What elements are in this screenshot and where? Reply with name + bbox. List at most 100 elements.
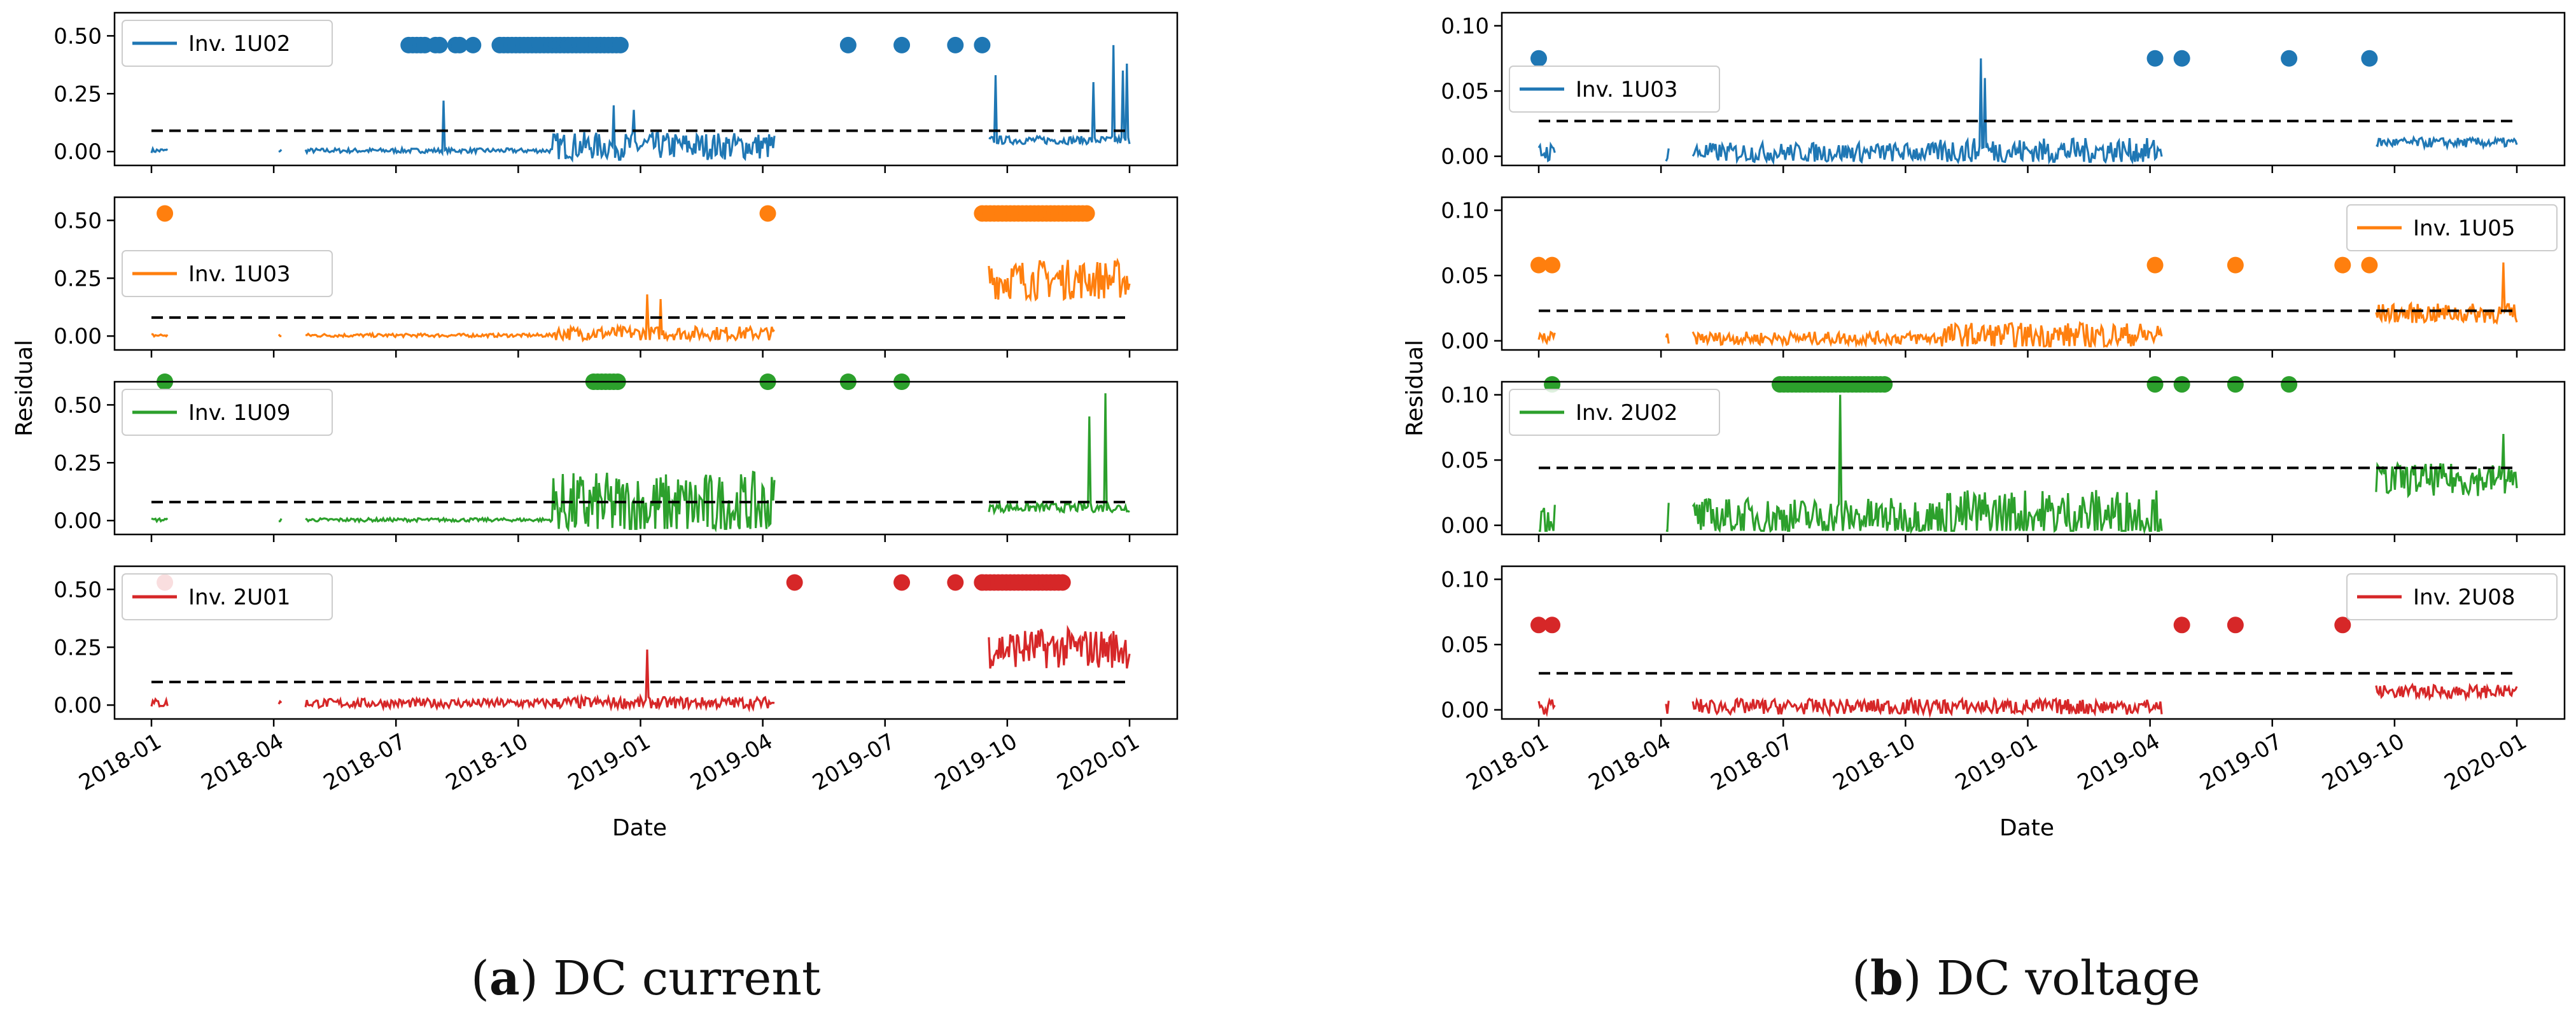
series-line xyxy=(305,470,776,533)
anomaly-dot xyxy=(2146,256,2164,274)
anomaly-dot xyxy=(1078,205,1095,222)
axes-frame xyxy=(113,565,1179,720)
series-line xyxy=(988,625,1131,669)
legend-label: Inv. 1U05 xyxy=(2413,216,2515,241)
y-tick-label: 0.25 xyxy=(53,635,102,660)
anomaly-dot xyxy=(612,36,629,53)
y-tick-label: 0.00 xyxy=(1441,698,1489,723)
x-tick-label: 2018-04 xyxy=(197,729,288,796)
subplot-inv--2u02: 0.00 0.05 0.10 Inv. 2U02 xyxy=(1441,376,2566,542)
subplot-inv--2u08: 0.00 0.05 0.10 Inv. 2U08 xyxy=(1441,565,2566,727)
y-tick-label: 0.05 xyxy=(1441,448,1489,473)
legend-box xyxy=(122,20,333,67)
subplot-inv--1u05: 0.00 0.05 0.10 Inv. 1U05 xyxy=(1441,196,2566,358)
series-line xyxy=(278,149,283,153)
anomaly-dot xyxy=(1544,617,1561,634)
y-tick-label: 0.10 xyxy=(1441,199,1489,224)
legend-box xyxy=(2346,573,2558,620)
anomaly-dot xyxy=(947,36,964,53)
series-line xyxy=(2376,135,2518,151)
series-line xyxy=(1665,148,1670,162)
y-tick-label: 0.00 xyxy=(1441,329,1489,354)
anomaly-dot xyxy=(1054,574,1071,591)
series-line xyxy=(150,696,169,708)
anomaly-dot xyxy=(839,36,857,53)
legend-box xyxy=(2346,204,2558,251)
anomaly-dot xyxy=(893,36,911,53)
y-tick-label: 0.05 xyxy=(1441,79,1489,104)
caption-letter: a xyxy=(489,951,520,1006)
axes-frame xyxy=(113,380,1179,536)
caption-dc-current: (a) DC current xyxy=(471,951,821,1006)
series-line xyxy=(277,699,283,705)
series-line xyxy=(305,294,775,343)
y-tick-label: 0.10 xyxy=(1441,383,1489,408)
anomaly-dot xyxy=(2361,256,2378,274)
series-line xyxy=(1537,330,1556,345)
y-tick-label: 0.50 xyxy=(53,24,102,49)
x-tick-label: 2019-01 xyxy=(564,729,655,796)
series-line xyxy=(1691,696,2163,718)
legend: Inv. 1U03 xyxy=(122,250,333,297)
anomaly-dot xyxy=(1544,376,1561,393)
anomaly-dot xyxy=(2281,376,2298,393)
legend-box xyxy=(1509,66,1720,113)
x-tick-label: 2020-01 xyxy=(2440,729,2531,796)
legend-label: Inv. 1U03 xyxy=(1576,77,1677,102)
subplot-inv--1u09: 0.00 0.25 0.50 Inv. 1U09 xyxy=(53,373,1179,542)
x-tick-label: 2019-04 xyxy=(686,729,777,796)
x-tick-label: 2018-04 xyxy=(1585,729,1676,796)
anomaly-dot xyxy=(1530,256,1547,274)
y-tick-label: 0.10 xyxy=(1441,14,1489,39)
caption-letter: b xyxy=(1870,951,1903,1006)
legend-label: Inv. 1U09 xyxy=(188,400,290,426)
x-tick-label: 2018-10 xyxy=(442,729,533,796)
series-line xyxy=(2375,682,2518,702)
series-line xyxy=(151,517,169,524)
subplot-inv--1u02: 0.00 0.25 0.50 Inv. 1U02 xyxy=(53,11,1179,173)
x-tick-label: 2018-01 xyxy=(74,729,165,796)
anomaly-dot xyxy=(2281,50,2298,67)
x-tick-label: 2019-07 xyxy=(808,729,899,796)
x-axis-label: Date xyxy=(1999,815,2054,841)
axes-frame xyxy=(1501,380,2566,536)
legend: Inv. 2U08 xyxy=(2346,573,2558,620)
anomaly-dot xyxy=(893,574,911,591)
panel-dc-current: 0.00 0.25 0.50 Inv. 1U02 0.00 0.25 0.50 Inv. 1U… xyxy=(11,11,1179,841)
anomaly-dot xyxy=(2334,617,2351,634)
axes-frame xyxy=(1501,565,2566,720)
anomaly-dot xyxy=(1876,376,1893,393)
axes-frame xyxy=(113,11,1179,167)
caption-text: DC voltage xyxy=(1936,951,2201,1006)
y-tick-label: 0.25 xyxy=(53,266,102,291)
anomaly-dot xyxy=(2173,50,2190,67)
subplot-inv--2u01: 0.00 0.25 0.50 Inv. 2U01 xyxy=(53,565,1179,727)
y-tick-label: 0.00 xyxy=(53,324,102,349)
anomaly-dot xyxy=(974,36,991,53)
x-tick-label: 2018-01 xyxy=(1462,729,1553,796)
series-line xyxy=(277,333,282,337)
series-line xyxy=(1665,333,1670,344)
series-line xyxy=(1539,505,1556,532)
x-axis-label: Date xyxy=(612,815,667,841)
legend: Inv. 1U09 xyxy=(122,389,333,436)
panel-dc-voltage: 0.00 0.05 0.10 Inv. 1U03 0.00 0.05 0.10 Inv. 1U… xyxy=(1402,11,2566,841)
y-tick-label: 0.50 xyxy=(53,208,102,234)
axes-frame xyxy=(113,196,1179,351)
y-tick-label: 0.50 xyxy=(53,393,102,418)
series-line xyxy=(1537,697,1556,718)
axes-frame xyxy=(1501,11,2566,167)
y-tick-label: 0.05 xyxy=(1441,263,1489,289)
legend-label: Inv. 1U02 xyxy=(188,31,290,57)
y-tick-label: 0.00 xyxy=(53,508,102,534)
x-tick-label: 2020-01 xyxy=(1053,729,1144,796)
anomaly-dot xyxy=(465,36,482,53)
series-line xyxy=(1665,503,1670,533)
series-line xyxy=(988,393,1130,516)
x-tick-label: 2019-01 xyxy=(1951,729,2042,796)
anomaly-dot xyxy=(431,36,448,53)
series-line xyxy=(150,146,169,153)
axes-frame xyxy=(1501,196,2566,351)
legend-label: Inv. 2U08 xyxy=(2413,585,2515,610)
series-line xyxy=(1691,58,2163,165)
